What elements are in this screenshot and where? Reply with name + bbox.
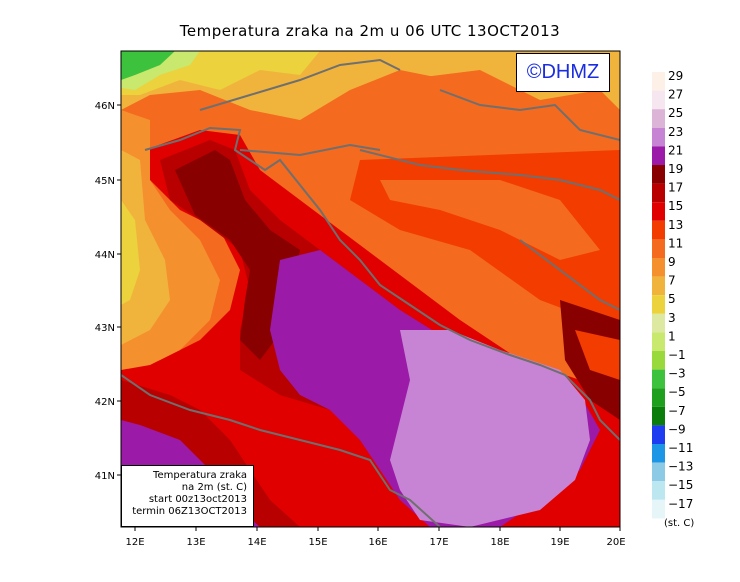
colorbar-label: −9: [668, 422, 686, 436]
colorbar-label: 19: [668, 162, 683, 176]
lat-label-44n: 44N: [95, 250, 115, 261]
info-line-termin: termin 06Z13OCT2013: [132, 506, 247, 517]
colorbar-swatch: [652, 276, 665, 296]
plot-frame: [120, 50, 621, 528]
colorbar-swatch: [652, 202, 665, 221]
colorbar-swatch: [652, 406, 665, 426]
colorbar-swatch: [652, 258, 665, 277]
colorbar-label: 13: [668, 218, 683, 232]
colorbar-swatch: [652, 313, 665, 333]
colorbar-swatch: [652, 388, 665, 407]
colorbar-swatch: [652, 444, 665, 463]
lat-label-45n: 45N: [95, 176, 115, 187]
info-line-units: na 2m (st. C): [181, 482, 247, 493]
lat-label-41n: 41N: [95, 471, 115, 482]
colorbar-swatch: [652, 127, 665, 147]
colorbar-label: −17: [668, 497, 693, 511]
latitude-axis: 46N 45N 44N 43N 42N 41N: [95, 101, 121, 482]
colorbar-label: 9: [668, 255, 676, 269]
colorbar-units: (st. C): [664, 518, 695, 529]
colorbar-swatch: [652, 425, 665, 444]
colorbar-label: 17: [668, 181, 683, 195]
longitude-axis: 12E 13E 14E 15E 16E 17E 18E 19E 20E: [125, 527, 626, 548]
colorbar-swatch: [652, 72, 665, 91]
colorbar-swatch: [652, 109, 665, 128]
lon-label-13e: 13E: [186, 537, 205, 548]
colorbar-label: −1: [668, 348, 686, 362]
lon-label-19e: 19E: [550, 537, 569, 548]
info-line-start: start 00z13oct2013: [148, 494, 247, 505]
lon-label-16e: 16E: [368, 537, 387, 548]
lon-label-18e: 18E: [490, 537, 509, 548]
colorbar-label: −15: [668, 478, 693, 492]
colorbar-swatch: [652, 165, 665, 184]
colorbar-label: −13: [668, 460, 693, 474]
colorbar-swatch: [652, 499, 665, 519]
colorbar-label: 1: [668, 329, 676, 343]
colorbar-label: 21: [668, 143, 683, 157]
colorbar-label: 7: [668, 274, 676, 288]
colorbar-swatch: [652, 369, 665, 389]
colorbar-label: 3: [668, 311, 676, 325]
colorbar-swatch: [652, 332, 665, 351]
lon-label-20e: 20E: [606, 537, 625, 548]
colorbar-swatch: [652, 351, 665, 370]
copyright-badge: ©DHMZ: [516, 53, 610, 92]
colorbar-label: 25: [668, 106, 683, 120]
colorbar-label: 15: [668, 199, 683, 213]
colorbar-swatch: [652, 481, 665, 500]
lon-label-12e: 12E: [125, 537, 144, 548]
colorbar-label: 11: [668, 236, 683, 250]
colorbar-label: 5: [668, 292, 676, 306]
info-box: Temperatura zraka na 2m (st. C) start 00…: [121, 465, 254, 527]
colorbar: 29 27 25 23 21 19 17 15 13 11 9 7 5 3 1 −1 −3 −5 −7 −9 −11 −1…: [652, 69, 693, 519]
colorbar-swatch: [652, 239, 665, 258]
lon-label-17e: 17E: [429, 537, 448, 548]
lon-label-14e: 14E: [247, 537, 266, 548]
temperature-field: [121, 51, 620, 527]
colorbar-swatch: [652, 462, 665, 482]
colorbar-label: −5: [668, 385, 686, 399]
colorbar-label: −3: [668, 367, 686, 381]
lat-label-42n: 42N: [95, 397, 115, 408]
lon-label-15e: 15E: [308, 537, 327, 548]
lat-label-43n: 43N: [95, 323, 115, 334]
colorbar-swatch: [652, 220, 665, 240]
colorbar-label: −7: [668, 404, 686, 418]
colorbar-label: 29: [668, 69, 683, 83]
colorbar-label: 23: [668, 125, 683, 139]
colorbar-swatch: [652, 90, 665, 110]
colorbar-swatch: [652, 146, 665, 165]
coastlines: [121, 58, 620, 527]
lat-label-46n: 46N: [95, 101, 115, 112]
colorbar-label: 27: [668, 88, 683, 102]
colorbar-swatch: [652, 183, 665, 203]
map-title: Temperatura zraka na 2m u 06 UTC 13OCT20…: [179, 22, 561, 40]
colorbar-swatch: [652, 295, 665, 314]
info-line-title: Temperatura zraka: [153, 470, 247, 481]
colorbar-label: −11: [668, 441, 693, 455]
